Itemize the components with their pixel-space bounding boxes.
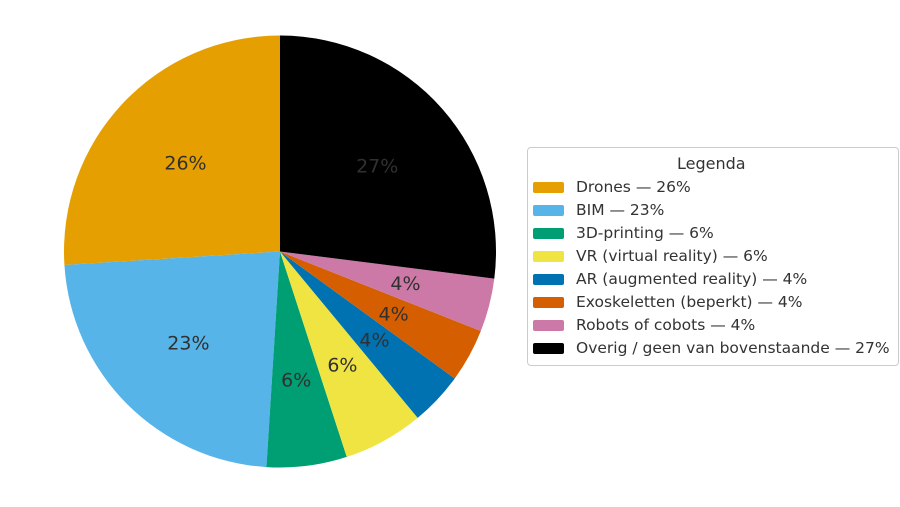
pie-percent-label-robots-of-cobots: 4% — [390, 273, 420, 295]
legend-rows: Drones — 26% BIM — 23% 3D-printing — 6% VR … — [533, 176, 890, 360]
pie-slice-overig-geen-van-bovenstaande — [280, 35, 497, 279]
legend-item-robots-of-cobots: Robots of cobots — 4% — [533, 314, 890, 337]
legend-item-label: BIM — 23% — [576, 201, 665, 219]
pie-slice-robots-of-cobots — [280, 251, 495, 332]
legend-item-drones: Drones — 26% — [533, 176, 890, 199]
legend-item-label: 3D-printing — 6% — [576, 224, 714, 242]
pie-slice-bim — [64, 251, 281, 468]
legend-item-exoskeletten-beperkt: Exoskeletten (beperkt) — 4% — [533, 291, 890, 314]
legend-item-vr-virtual-reality: VR (virtual reality) — 6% — [533, 245, 890, 268]
pie-percent-label-overig-geen-van-bovenstaande: 27% — [356, 155, 398, 177]
legend-swatch-3d-printing — [533, 228, 564, 239]
legend-item-overig-geen-van-bovenstaande: Overig / geen van bovenstaande — 27% — [533, 337, 890, 360]
pie-slice-ar-augmented-reality — [280, 251, 455, 418]
legend-item-label: AR (augmented reality) — 4% — [576, 270, 808, 288]
pie-percent-label-bim: 23% — [167, 333, 209, 355]
legend-item-3d-printing: 3D-printing — 6% — [533, 222, 890, 245]
legend-item-ar-augmented-reality: AR (augmented reality) — 4% — [533, 268, 890, 291]
pie-percent-label-exoskeletten-beperkt: 4% — [379, 303, 409, 325]
pie-percent-label-vr-virtual-reality: 6% — [327, 355, 357, 377]
legend-swatch-vr-virtual-reality — [533, 251, 564, 262]
legend-item-bim: BIM — 23% — [533, 199, 890, 222]
legend-swatch-bim — [533, 205, 564, 216]
legend-swatch-robots-of-cobots — [533, 320, 564, 331]
pie-slice-3d-printing — [266, 251, 347, 468]
legend-item-label: Robots of cobots — 4% — [576, 316, 756, 334]
legend-title: Legenda — [677, 154, 746, 173]
legend: Legenda Drones — 26% BIM — 23% 3D-printing… — [527, 147, 899, 366]
legend-swatch-drones — [533, 182, 564, 193]
legend-item-label: Overig / geen van bovenstaande — 27% — [576, 339, 890, 357]
legend-item-label: Drones — 26% — [576, 178, 691, 196]
legend-item-label: Exoskeletten (beperkt) — 4% — [576, 293, 803, 311]
pie-slice-vr-virtual-reality — [280, 251, 418, 457]
legend-swatch-exoskeletten-beperkt — [533, 297, 564, 308]
legend-swatch-overig-geen-van-bovenstaande — [533, 343, 564, 354]
pie-slice-exoskeletten-beperkt — [280, 251, 481, 379]
legend-item-label: VR (virtual reality) — 6% — [576, 247, 768, 265]
pie-percent-label-3d-printing: 6% — [281, 370, 311, 392]
pie-percent-label-drones: 26% — [164, 152, 206, 174]
legend-swatch-ar-augmented-reality — [533, 274, 564, 285]
pie-percent-label-ar-augmented-reality: 4% — [359, 330, 389, 352]
pie-slice-drones — [64, 35, 281, 266]
